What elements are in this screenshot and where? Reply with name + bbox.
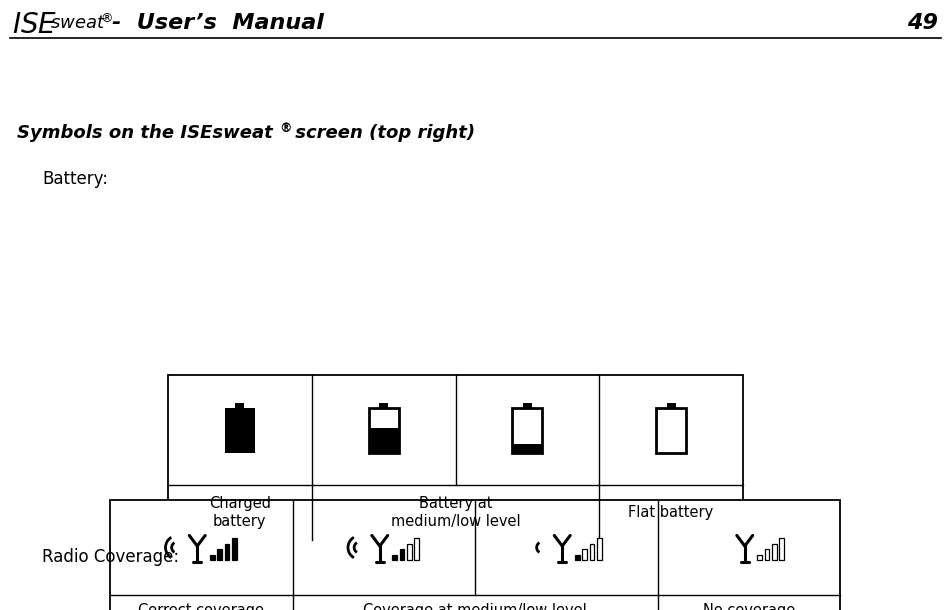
Text: $\mathit{ISE}$: $\mathit{ISE}$ bbox=[12, 12, 57, 39]
Text: Coverage at medium/low level: Coverage at medium/low level bbox=[363, 603, 587, 610]
Bar bbox=[217, 550, 222, 560]
Bar bbox=[590, 544, 594, 560]
Bar bbox=[656, 407, 686, 453]
Text: Radio Coverage:: Radio Coverage: bbox=[42, 548, 179, 566]
Text: Battery at
medium/low level: Battery at medium/low level bbox=[391, 497, 520, 529]
Bar bbox=[224, 544, 229, 560]
Bar bbox=[575, 555, 580, 560]
Text: -  User’s  Manual: - User’s Manual bbox=[112, 13, 324, 33]
Bar bbox=[210, 555, 215, 560]
Text: Battery:: Battery: bbox=[42, 170, 108, 188]
Bar bbox=[757, 555, 762, 560]
Bar bbox=[224, 407, 255, 453]
Text: Correct coverage: Correct coverage bbox=[138, 603, 264, 610]
Bar bbox=[393, 555, 398, 560]
Bar bbox=[523, 403, 532, 407]
Bar bbox=[667, 403, 675, 407]
Bar bbox=[232, 538, 237, 560]
Text: screen (top right): screen (top right) bbox=[289, 124, 476, 142]
Text: Symbols on the ISEsweat: Symbols on the ISEsweat bbox=[17, 124, 273, 142]
Bar bbox=[513, 443, 542, 453]
Bar bbox=[369, 428, 398, 453]
Bar bbox=[779, 538, 784, 560]
Text: $\mathit{sweat}$: $\mathit{sweat}$ bbox=[50, 14, 106, 32]
Text: Flat battery: Flat battery bbox=[629, 505, 714, 520]
Text: 49: 49 bbox=[907, 13, 938, 33]
Text: Charged
battery: Charged battery bbox=[209, 497, 271, 529]
Bar bbox=[369, 407, 398, 453]
Bar bbox=[513, 407, 542, 453]
Bar bbox=[407, 544, 412, 560]
Bar bbox=[415, 538, 419, 560]
Text: ®: ® bbox=[279, 122, 292, 135]
Bar bbox=[110, 500, 840, 610]
Bar bbox=[379, 403, 388, 407]
Bar bbox=[765, 550, 769, 560]
Text: No coverage: No coverage bbox=[703, 603, 795, 610]
Bar bbox=[236, 403, 244, 407]
Bar bbox=[399, 550, 404, 560]
Bar bbox=[168, 375, 743, 540]
Bar bbox=[597, 538, 602, 560]
Bar bbox=[772, 544, 777, 560]
Text: ®: ® bbox=[100, 12, 112, 25]
Bar bbox=[582, 550, 587, 560]
